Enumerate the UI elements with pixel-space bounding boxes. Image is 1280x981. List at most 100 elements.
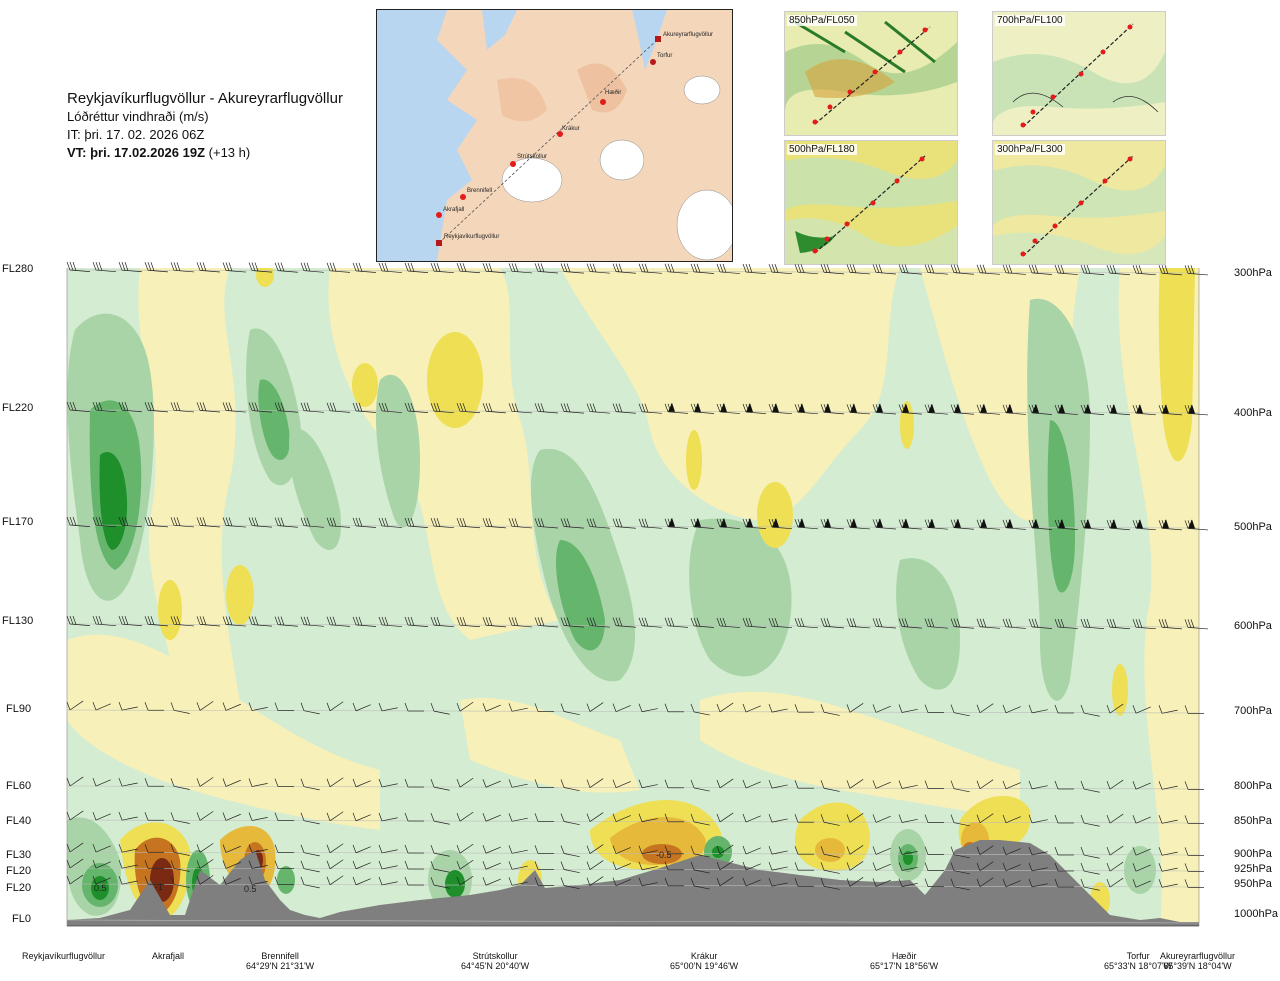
wind-barb — [586, 860, 604, 870]
issue-time: IT: þri. 17. 02. 2026 06Z — [67, 127, 205, 142]
wind-barb — [664, 813, 684, 823]
wind-barb — [300, 616, 324, 627]
wind-barb — [144, 402, 168, 413]
wind-barb — [300, 402, 324, 413]
wind-barb — [794, 862, 814, 871]
wind-barb — [586, 778, 604, 788]
location-name: Reykjavíkurflugvöllur — [22, 951, 106, 961]
location-brennifell: Brennifell 64°29'N 21°31'W — [246, 951, 314, 971]
wind-barb — [482, 263, 506, 274]
wind-barb — [1054, 403, 1078, 415]
wind-barb — [274, 702, 294, 711]
wind-barb — [170, 876, 190, 888]
wind-barb — [846, 518, 870, 530]
location-name: Strútskollur — [472, 951, 518, 961]
map-label-akrafjall: Akrafjall — [443, 207, 464, 213]
wind-barb — [66, 858, 84, 869]
wind-barb — [924, 878, 944, 887]
wind-barb — [508, 861, 528, 870]
wind-barb — [508, 703, 528, 712]
wind-barb — [222, 812, 241, 821]
wind-barb — [1132, 847, 1151, 856]
wind-barb — [534, 861, 554, 870]
contour-label: -0.5 — [656, 850, 672, 860]
wind-barb — [144, 844, 164, 853]
wind-barb — [742, 779, 761, 789]
wind-barb — [1106, 877, 1124, 888]
wind-barb — [1158, 404, 1182, 416]
wind-barb — [924, 264, 948, 275]
wind-barb — [534, 403, 558, 414]
wind-barb — [118, 860, 138, 869]
wind-barb — [222, 876, 241, 885]
wind-barb — [66, 700, 84, 711]
wind-barb — [404, 812, 424, 822]
wind-barb — [66, 810, 84, 821]
hpa-label-400: 400hPa — [1234, 407, 1272, 419]
wind-barb — [1028, 704, 1048, 714]
wind-barb — [1158, 815, 1178, 824]
wind-barb — [1132, 863, 1151, 872]
wind-barb — [196, 402, 220, 413]
map-marker-akureyri — [655, 36, 661, 42]
wind-barb — [456, 403, 480, 414]
fl-label-90: FL90 — [6, 703, 32, 715]
wind-barb — [404, 860, 424, 870]
wind-barb — [248, 844, 268, 853]
wind-barb — [222, 402, 246, 413]
wind-barb — [1002, 780, 1021, 790]
wind-barb — [1028, 403, 1052, 415]
wind-barb — [1132, 815, 1151, 824]
wind-barb — [820, 704, 840, 716]
wind-barb — [1158, 519, 1182, 531]
wind-barb — [508, 518, 532, 529]
inset-label-300: 300hPa/FL300 — [995, 144, 1065, 155]
wind-barb — [248, 860, 268, 869]
contour-labels: 0.5 -1 0.5 -0.5 — [94, 850, 672, 894]
contour-label: 0.5 — [94, 883, 107, 893]
wind-barb — [92, 843, 111, 853]
inset-700hpa: 700hPa/FL100 — [992, 11, 1166, 136]
wind-barb — [846, 845, 864, 855]
wind-barb — [638, 518, 662, 529]
wind-barb — [144, 778, 164, 787]
wind-barb — [1080, 846, 1100, 859]
wind-barb — [274, 812, 294, 821]
wind-barb — [274, 778, 294, 787]
wind-barb — [508, 263, 532, 274]
wind-barb — [378, 860, 398, 870]
wind-barb — [898, 814, 918, 823]
wind-barb — [794, 780, 814, 789]
wind-barb — [196, 843, 214, 853]
wind-barb — [326, 843, 344, 854]
wind-barb — [92, 615, 116, 627]
wind-barb — [1132, 781, 1151, 790]
wind-barb — [1106, 861, 1124, 872]
map-label-haedir: Hæðir — [605, 89, 621, 96]
wind-barb — [872, 518, 896, 530]
wind-barb — [534, 845, 554, 854]
wind-barb — [534, 813, 554, 822]
wind-barb — [196, 859, 214, 869]
wind-barb — [950, 704, 970, 717]
wind-barb — [430, 702, 450, 715]
wind-barb — [820, 780, 840, 792]
wind-barb — [196, 811, 214, 821]
wind-barb — [274, 402, 298, 413]
map-label-strutskollur: Strútskollur — [517, 154, 547, 160]
wind-barb — [716, 844, 734, 855]
inset-label-850: 850hPa/FL050 — [787, 15, 857, 26]
hpa-label-500: 500hPa — [1234, 521, 1272, 533]
wind-barb — [560, 263, 584, 274]
contour-label: -1 — [155, 882, 163, 892]
wind-barb — [1158, 863, 1178, 872]
wind-barb — [794, 878, 814, 887]
wind-barb — [664, 263, 688, 274]
wind-barb — [1184, 879, 1204, 888]
wind-barb — [144, 812, 164, 821]
pressure-line — [66, 819, 1200, 824]
wind-barb — [1184, 519, 1208, 531]
wind-barb — [1054, 618, 1078, 629]
wind-barb — [482, 403, 506, 414]
wind-barb — [924, 618, 948, 629]
